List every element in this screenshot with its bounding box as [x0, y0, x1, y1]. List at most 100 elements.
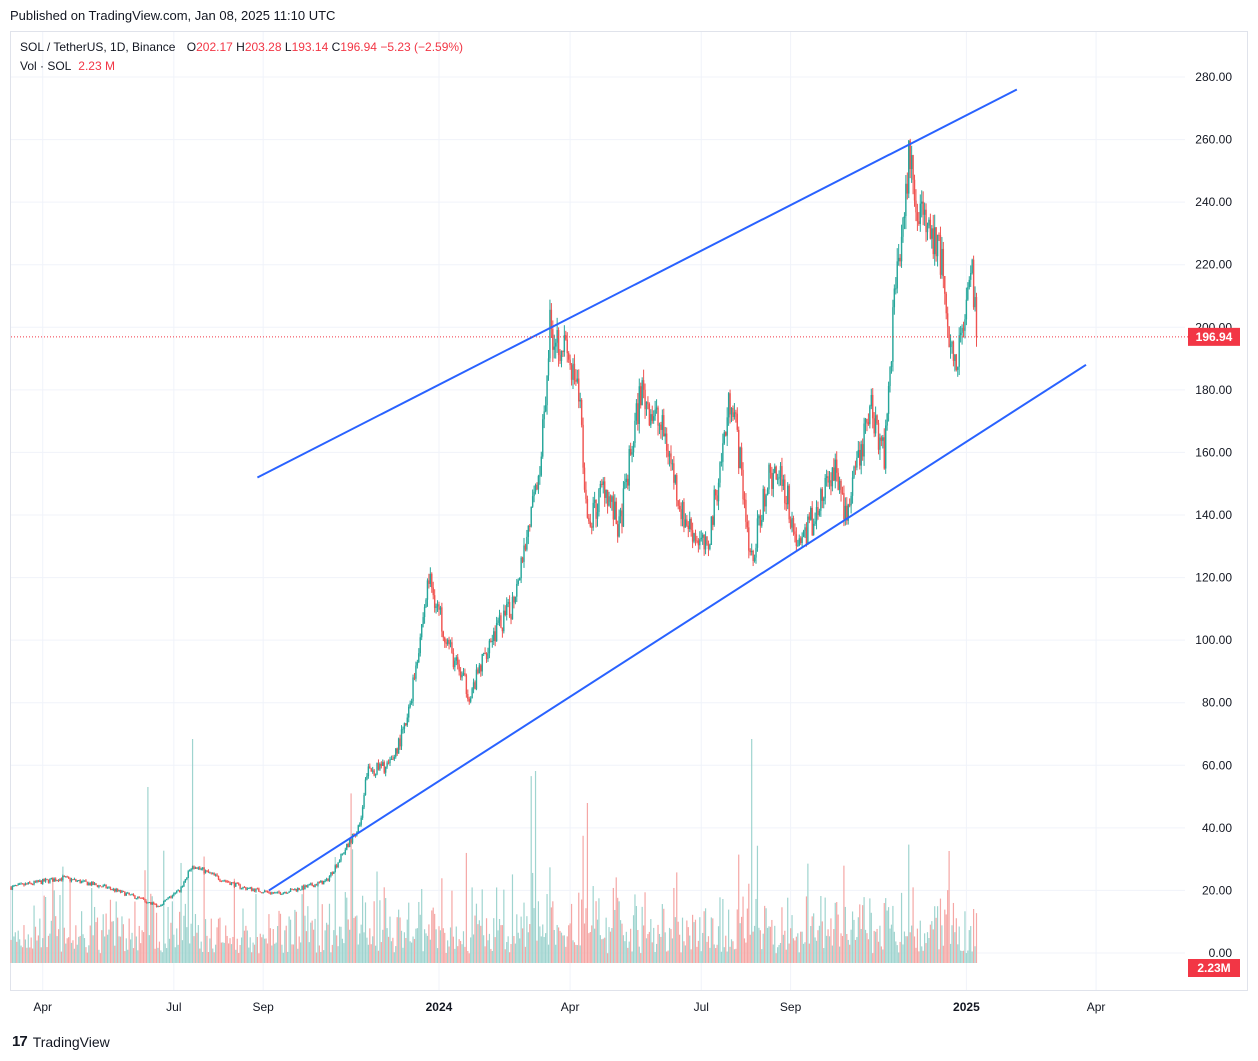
candle-body [151, 902, 153, 905]
candle-body [150, 902, 152, 905]
candle-body [619, 510, 622, 517]
candle-body [886, 413, 888, 426]
volume-bar [324, 930, 326, 963]
volume-bar [16, 941, 18, 963]
candle-body [686, 519, 688, 526]
candle-body [856, 457, 858, 468]
candle-body [127, 892, 129, 894]
volume-bar [151, 896, 153, 963]
volume-bar [817, 930, 819, 963]
candle-body [874, 415, 877, 434]
volume-bar [896, 945, 898, 963]
candle-body [384, 766, 387, 773]
candle-body [887, 386, 890, 414]
candle-body [614, 501, 616, 520]
volume-bar [246, 930, 248, 963]
volume-bar [644, 892, 646, 963]
volume-bar [655, 943, 658, 963]
candle-body [539, 475, 541, 477]
volume-bar [867, 939, 870, 963]
volume-bar [640, 953, 642, 963]
candle-body [301, 885, 303, 890]
candle-body [562, 350, 564, 353]
volume-bar [186, 927, 188, 963]
candle-body [116, 888, 119, 891]
volume-bar [611, 928, 613, 963]
volume-bar [949, 943, 952, 963]
candle-body [854, 466, 857, 468]
volume-bar [568, 925, 570, 963]
candle-body [57, 880, 60, 882]
volume-bar [132, 948, 135, 963]
volume-bar [601, 939, 603, 963]
candle-body [573, 363, 576, 381]
candle-body [714, 489, 717, 496]
volume-bar [33, 905, 35, 963]
candle-body [261, 892, 263, 894]
volume-bar [377, 950, 380, 963]
volume-bar [668, 927, 671, 963]
candle-body [14, 885, 17, 887]
volume-bar [973, 908, 975, 963]
volume-bar [189, 943, 191, 963]
volume-bar [787, 897, 789, 963]
volume-bar [75, 925, 77, 963]
candle-body [36, 880, 38, 883]
candle-body [958, 335, 960, 367]
candle-body [784, 479, 786, 504]
tradingview-logo[interactable]: 17 TradingView [12, 1033, 110, 1050]
volume-bar [292, 944, 295, 963]
volume-bar [546, 894, 548, 963]
candle-body [601, 483, 603, 485]
candle-body [171, 895, 174, 898]
legend-volume-label[interactable]: Vol · SOL [20, 59, 71, 73]
volume-bar [39, 918, 41, 963]
candle-body [452, 652, 455, 668]
candle-body [518, 578, 521, 581]
volume-bar [543, 936, 545, 963]
volume-bar [281, 944, 283, 963]
volume-bar [374, 945, 377, 963]
volume-bar [892, 905, 894, 963]
x-tick-label: Jul [166, 1000, 181, 1014]
candle-body [808, 516, 811, 520]
volume-bar [14, 932, 16, 963]
candle-body [327, 878, 329, 881]
volume-bar [609, 931, 612, 963]
volume-bar [431, 910, 433, 963]
volume-bar [592, 886, 594, 963]
candle-body [817, 507, 819, 516]
candle-body [497, 620, 499, 624]
volume-bar [455, 926, 457, 963]
volume-bar [57, 929, 60, 963]
volume-bar [426, 935, 429, 963]
volume-bar [10, 939, 12, 963]
candle-body [132, 894, 135, 896]
candle-body [650, 414, 652, 426]
volume-bar [262, 934, 264, 963]
candle-body [312, 885, 315, 888]
volume-bar [138, 925, 140, 963]
candle-body [164, 899, 166, 901]
volume-bar [119, 936, 122, 963]
candle-body [253, 889, 256, 892]
volume-bar [59, 895, 61, 963]
volume-bar [204, 919, 207, 963]
volume-bar [464, 946, 466, 963]
candle-body [118, 890, 120, 892]
volume-bar [395, 946, 397, 963]
volume-bar [46, 947, 48, 963]
volume-bar [449, 927, 452, 963]
volume-bar [935, 917, 937, 963]
candle-body [393, 756, 396, 760]
volume-bar [190, 923, 192, 963]
volume-bar [243, 930, 246, 963]
volume-bar [885, 898, 887, 963]
candle-body [21, 883, 24, 885]
candle-body [805, 527, 808, 545]
legend-symbol[interactable]: SOL / TetherUS, 1D, Binance [20, 40, 176, 54]
candle-body [680, 509, 682, 520]
candle-body [637, 403, 639, 424]
volume-bar [657, 924, 659, 963]
